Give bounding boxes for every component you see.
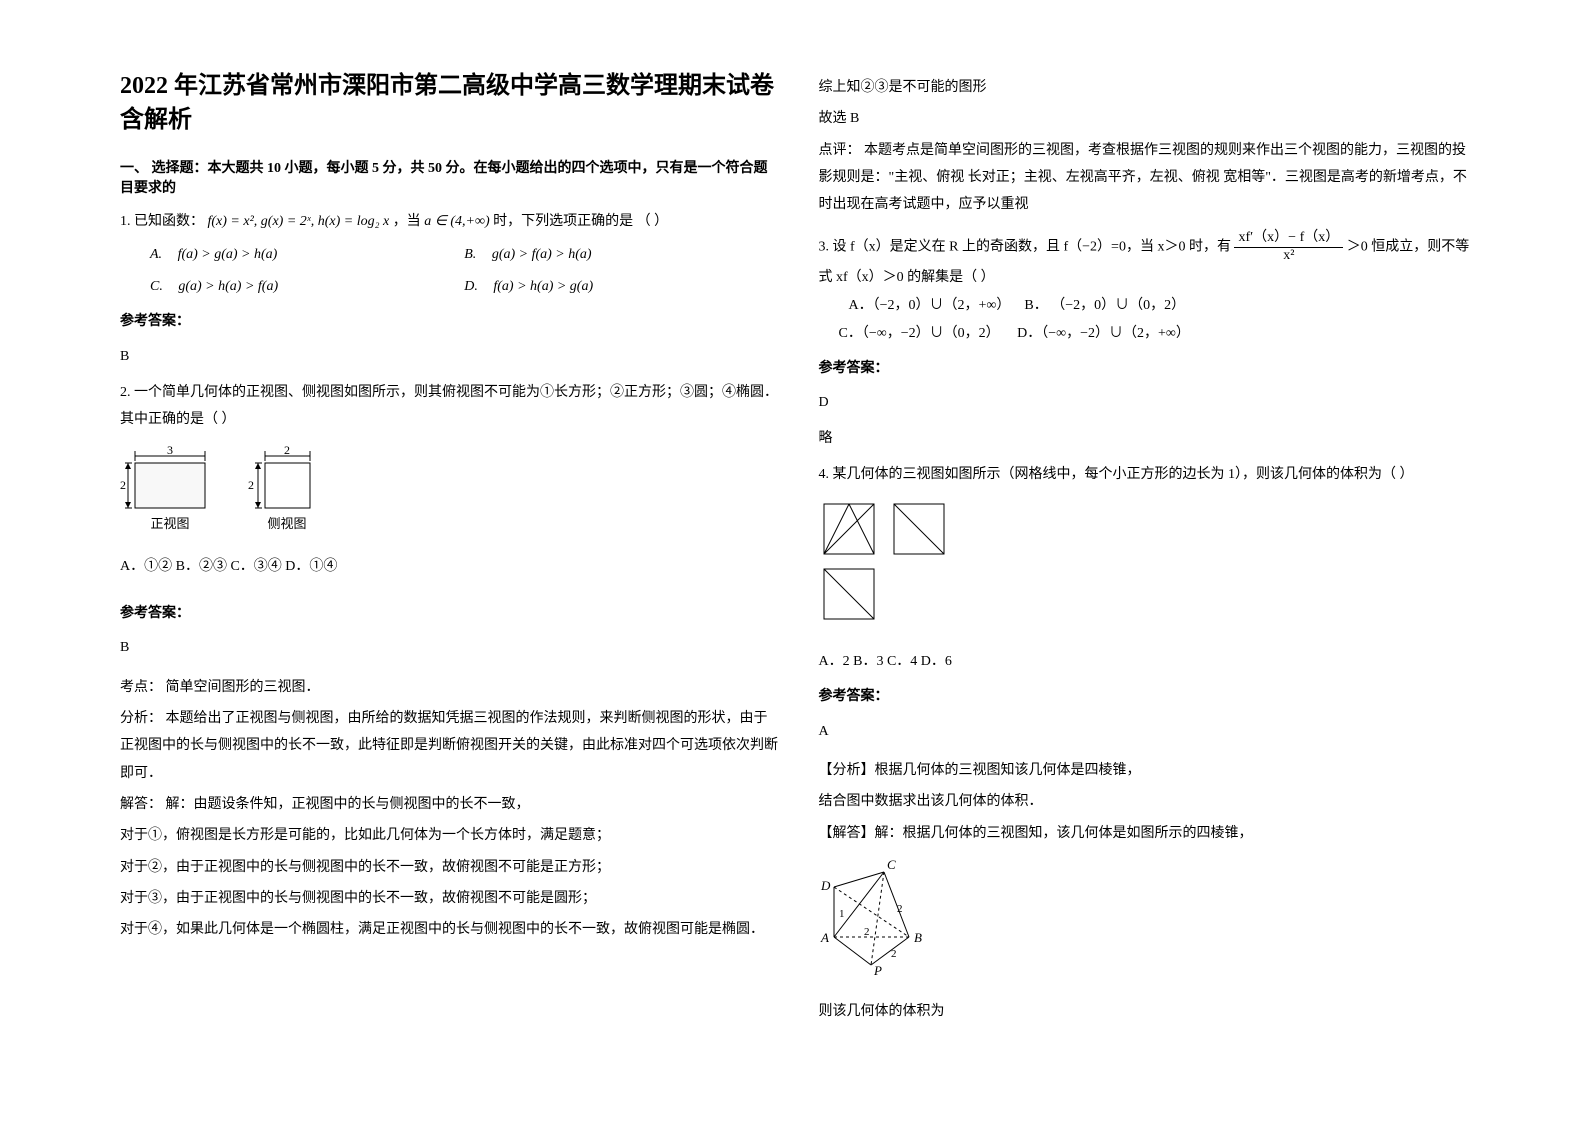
q4-three-views (819, 499, 1478, 640)
q1-opt-b: g(a) > f(a) > h(a) (492, 247, 592, 262)
q2-views-diagram: 3 2 正视图 2 2 侧视图 (120, 443, 779, 544)
q3-frac-bot: x² (1234, 248, 1343, 265)
opt-label-a: A. (150, 247, 162, 262)
question-1: 1. 已知函数： f(x) = x², g(x) = 2ˣ, h(x) = lo… (120, 209, 779, 370)
q2-jieda-1: 对于①，俯视图是长方形是可能的，比如此几何体为一个长方体时，满足题意； (120, 822, 779, 849)
q2-jieda-3: 对于③，由于正视图中的长与侧视图中的长不一致，故俯视图不可能是圆形； (120, 885, 779, 912)
q2-jieda-intro: 解：由题设条件知，正视图中的长与侧视图中的长不一致， (166, 797, 530, 812)
svg-text:A: A (820, 930, 829, 945)
q2-select: 故选 B (819, 105, 1478, 132)
q3-frac-top: xf′（x）− f（x） (1234, 230, 1343, 248)
q4-pyramid-diagram: C D A B P 1 2 2 2 (819, 857, 1478, 988)
side-width-label: 2 (284, 443, 290, 457)
q2-dianping: 本题考点是简单空间图形的三视图，考查根据作三视图的规则来作出三个视图的能力，三视… (819, 143, 1467, 213)
q4-stem: 4. 某几何体的三视图如图所示（网格线中，每个小正方形的边长为 1），则该几何体… (819, 462, 1478, 489)
question-3: 3. 设 f（x）是定义在 R 上的奇函数，且 f（−2）=0，当 x＞0 时，… (819, 230, 1478, 452)
q1-answer: B (120, 344, 779, 371)
svg-text:C: C (887, 857, 896, 872)
opt-label-b: B. (464, 247, 476, 262)
svg-text:2: 2 (891, 948, 897, 960)
q2-answer: B (120, 635, 779, 662)
svg-text:2: 2 (897, 903, 903, 915)
answer-label: 参考答案： (120, 309, 779, 336)
jieda-label: 解答： (120, 797, 162, 812)
question-4: 4. 某几何体的三视图如图所示（网格线中，每个小正方形的边长为 1），则该几何体… (819, 462, 1478, 1025)
svg-text:2: 2 (864, 926, 870, 938)
answer-label: 参考答案： (819, 684, 1478, 711)
answer-label: 参考答案： (819, 356, 1478, 383)
q1-formula: f(x) = x², g(x) = 2ˣ, h(x) = log₂ x (208, 214, 390, 229)
q3-note: 略 (819, 425, 1478, 452)
q4-jieda: 【解答】解：根据几何体的三视图知，该几何体是如图所示的四棱锥， (819, 820, 1478, 847)
q4-fenxi2: 结合图中数据求出该几何体的体积． (819, 788, 1478, 815)
page-title: 2022 年江苏省常州市溧阳市第二高级中学高三数学理期末试卷含解析 (120, 70, 779, 137)
fenxi-label: 分析： (120, 711, 162, 726)
q4-fenxi: 【分析】根据几何体的三视图知该几何体是四棱锥， (819, 757, 1478, 784)
q2-conclusion: 综上知②③是不可能的图形 (819, 74, 1478, 101)
q3-opt-b: B． （−2，0）∪（0，2） (1024, 298, 1185, 313)
q2-jieda-2: 对于②，由于正视图中的长与侧视图中的长不一致，故俯视图不可能是正方形； (120, 854, 779, 881)
q1-opt-c: g(a) > h(a) > f(a) (178, 279, 278, 294)
svg-text:1: 1 (839, 908, 845, 920)
q1-opt-d: f(a) > h(a) > g(a) (493, 279, 593, 294)
q1-stem-pre: 1. 已知函数： (120, 214, 204, 229)
front-height-label: 2 (120, 478, 126, 492)
q3-opt-c: C．（−∞，−2）∪（0，2） (839, 326, 1000, 341)
q2-stem: 2. 一个简单几何体的正视图、侧视图如图所示，则其俯视图不可能为①长方形；②正方… (120, 380, 779, 433)
q3-fraction: xf′（x）− f（x） x² (1234, 230, 1343, 265)
side-view-label: 侧视图 (267, 516, 306, 531)
side-height-label: 2 (248, 478, 254, 492)
q4-conclusion: 则该几何体的体积为 (819, 998, 1478, 1025)
q3-opt-a: A．（−2，0）∪（2，+∞） (849, 298, 1011, 313)
answer-label: 参考答案： (120, 601, 779, 628)
q1-stem-mid: ，当 (393, 214, 421, 229)
opt-label-d: D. (464, 279, 478, 294)
q1-stem-post: 时，下列选项正确的是 （ ） (493, 214, 668, 229)
section-heading: 一、 选择题：本大题共 10 小题，每小题 5 分，共 50 分。在每小题给出的… (120, 157, 779, 197)
question-2: 2. 一个简单几何体的正视图、侧视图如图所示，则其俯视图不可能为①长方形；②正方… (120, 380, 779, 943)
q2-kaodian: 简单空间图形的三视图． (166, 680, 320, 695)
q4-answer: A (819, 719, 1478, 746)
q3-opt-d: D．（−∞，−2）∪（2，+∞） (1017, 326, 1190, 341)
q2-options: A．①② B．②③ C．③④ D．①④ (120, 554, 779, 581)
q3-stem-pre: 3. 设 f（x）是定义在 R 上的奇函数，且 f（−2）=0，当 x＞0 时，… (819, 240, 1231, 255)
kaodian-label: 考点： (120, 680, 162, 695)
q4-options: A．2 B．3 C．4 D．6 (819, 649, 1478, 676)
q1-condition: a ∈ (4,+∞) (424, 214, 489, 229)
dianping-label: 点评： (819, 143, 861, 158)
opt-label-c: C. (150, 279, 163, 294)
front-width-label: 3 (167, 443, 173, 457)
q2-fenxi: 本题给出了正视图与侧视图，由所给的数据知凭据三视图的作法规则，来判断侧视图的形状… (120, 711, 778, 781)
svg-text:D: D (820, 878, 831, 893)
q1-opt-a: f(a) > g(a) > h(a) (178, 247, 278, 262)
front-view-label: 正视图 (150, 516, 189, 531)
q3-answer: D (819, 390, 1478, 417)
svg-text:P: P (873, 963, 882, 977)
svg-text:B: B (914, 930, 922, 945)
q2-jieda-4: 对于④，如果此几何体是一个椭圆柱，满足正视图中的长与侧视图中的长不一致，故俯视图… (120, 916, 779, 943)
